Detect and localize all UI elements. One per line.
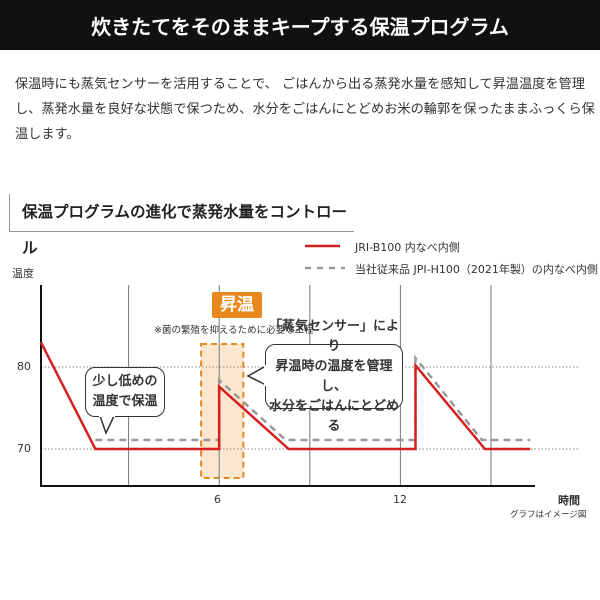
section-heading: 保温プログラムの進化で蒸発水量をコントロール	[9, 194, 354, 257]
heating-highlight-box	[200, 343, 245, 479]
footnote: グラフはイメージ図	[510, 510, 587, 520]
callout-line: 「蒸気センサー」により	[268, 318, 399, 354]
callout-line: 水分をごはんにとどめる	[268, 398, 399, 434]
description-text: 保温時にも蒸気センサーを活用することで、 ごはんから出る蒸発水量を感知して昇温温…	[15, 77, 595, 142]
x-axis-label: 時間	[558, 494, 580, 507]
x-tick-12: 12	[393, 493, 407, 506]
series-line-jri-b100	[39, 341, 531, 451]
legend-label-jpi-h100: 当社従来品 JPI-H100（2021年製）の内なべ内側	[355, 263, 598, 276]
callout-line: 少し低めの	[92, 374, 158, 389]
callout-steam-sensor: 「蒸気センサー」により 昇温時の温度を管理し、 水分をごはんにとどめる	[265, 319, 403, 434]
heating-badge: 昇温	[212, 292, 262, 318]
heating-note: ※菌の繁殖を抑えるために必要な工程	[154, 325, 314, 336]
y-tick-70: 70	[17, 442, 31, 455]
callout-line: 温度で保温	[92, 394, 158, 409]
callout-line: 昇温時の温度を管理し、	[275, 358, 393, 394]
x-tick-6: 6	[214, 493, 221, 506]
page-title: 炊きたてをそのままキープする保温プログラム	[0, 0, 600, 50]
y-tick-80: 80	[17, 360, 31, 373]
callout-low-temp: 少し低めの温度で保温	[85, 367, 165, 417]
legend-label-jri-b100: JRI-B100 内なべ内側	[355, 241, 460, 254]
y-axis-label: 温度	[12, 267, 34, 280]
